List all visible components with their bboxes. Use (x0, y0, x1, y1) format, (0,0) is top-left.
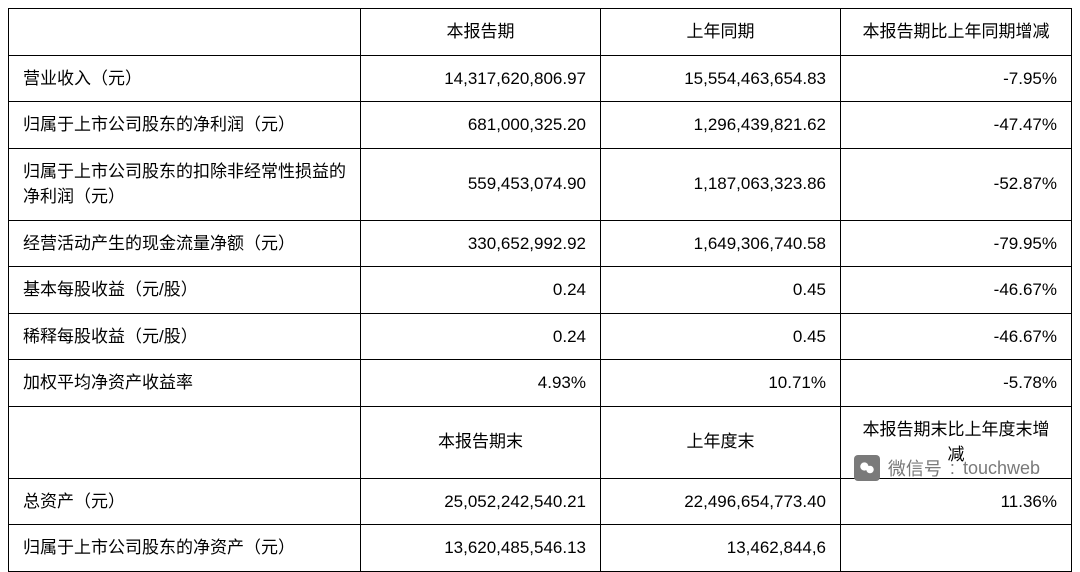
row-value-change: -5.78% (841, 360, 1072, 407)
table-row: 总资产（元） 25,052,242,540.21 22,496,654,773.… (9, 478, 1072, 525)
row-value-current: 13,620,485,546.13 (361, 525, 601, 572)
row-value-current: 14,317,620,806.97 (361, 55, 601, 102)
row-value-current: 0.24 (361, 267, 601, 314)
row-label: 加权平均净资产收益率 (9, 360, 361, 407)
row-value-change (841, 525, 1072, 572)
row-label: 总资产（元） (9, 478, 361, 525)
row-value-change: -46.67% (841, 313, 1072, 360)
row-value-prior: 10.71% (601, 360, 841, 407)
row-value-change: -46.67% (841, 267, 1072, 314)
row-value-prior: 15,554,463,654.83 (601, 55, 841, 102)
row-value-current: 681,000,325.20 (361, 102, 601, 149)
row-value-change: -7.95% (841, 55, 1072, 102)
table-row: 基本每股收益（元/股） 0.24 0.45 -46.67% (9, 267, 1072, 314)
row-value-prior: 1,296,439,821.62 (601, 102, 841, 149)
row-value-prior: 0.45 (601, 313, 841, 360)
header-row-1: 本报告期 上年同期 本报告期比上年同期增减 (9, 9, 1072, 56)
table-row: 归属于上市公司股东的净利润（元） 681,000,325.20 1,296,43… (9, 102, 1072, 149)
header-prior-year-end: 上年度末 (601, 406, 841, 478)
header-current-period: 本报告期 (361, 9, 601, 56)
header-blank-2 (9, 406, 361, 478)
header-blank-1 (9, 9, 361, 56)
row-label: 归属于上市公司股东的净利润（元） (9, 102, 361, 149)
row-value-current: 559,453,074.90 (361, 148, 601, 220)
row-value-current: 0.24 (361, 313, 601, 360)
header-row-2: 本报告期末 上年度末 本报告期末比上年度末增减 (9, 406, 1072, 478)
row-value-current: 330,652,992.92 (361, 220, 601, 267)
table-row: 归属于上市公司股东的净资产（元） 13,620,485,546.13 13,46… (9, 525, 1072, 572)
row-value-prior: 1,187,063,323.86 (601, 148, 841, 220)
row-label: 归属于上市公司股东的净资产（元） (9, 525, 361, 572)
header-period-end: 本报告期末 (361, 406, 601, 478)
row-label: 基本每股收益（元/股） (9, 267, 361, 314)
table-row: 加权平均净资产收益率 4.93% 10.71% -5.78% (9, 360, 1072, 407)
table-body: 本报告期 上年同期 本报告期比上年同期增减 营业收入（元） 14,317,620… (9, 9, 1072, 572)
row-value-prior: 0.45 (601, 267, 841, 314)
table-row: 经营活动产生的现金流量净额（元） 330,652,992.92 1,649,30… (9, 220, 1072, 267)
row-value-change: -79.95% (841, 220, 1072, 267)
row-label: 归属于上市公司股东的扣除非经常性损益的净利润（元） (9, 148, 361, 220)
row-value-change: -52.87% (841, 148, 1072, 220)
row-value-current: 25,052,242,540.21 (361, 478, 601, 525)
row-value-prior: 1,649,306,740.58 (601, 220, 841, 267)
row-label: 稀释每股收益（元/股） (9, 313, 361, 360)
table-row: 稀释每股收益（元/股） 0.24 0.45 -46.67% (9, 313, 1072, 360)
row-label: 经营活动产生的现金流量净额（元） (9, 220, 361, 267)
table-row: 归属于上市公司股东的扣除非经常性损益的净利润（元） 559,453,074.90… (9, 148, 1072, 220)
row-value-prior: 22,496,654,773.40 (601, 478, 841, 525)
header-change-2: 本报告期末比上年度末增减 (841, 406, 1072, 478)
financial-table: 本报告期 上年同期 本报告期比上年同期增减 营业收入（元） 14,317,620… (8, 8, 1072, 572)
header-prior-period: 上年同期 (601, 9, 841, 56)
row-label: 营业收入（元） (9, 55, 361, 102)
row-value-change: 11.36% (841, 478, 1072, 525)
table-row: 营业收入（元） 14,317,620,806.97 15,554,463,654… (9, 55, 1072, 102)
row-value-change: -47.47% (841, 102, 1072, 149)
row-value-current: 4.93% (361, 360, 601, 407)
row-value-prior: 13,462,844,6 (601, 525, 841, 572)
header-change-1: 本报告期比上年同期增减 (841, 9, 1072, 56)
